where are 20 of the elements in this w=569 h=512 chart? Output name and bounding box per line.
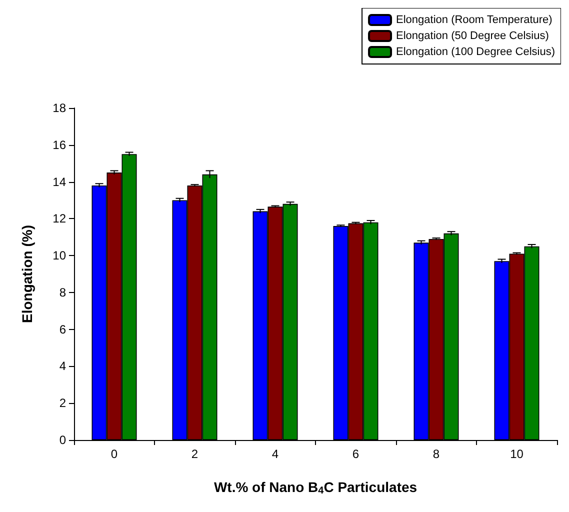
y-tick-label: 6 <box>59 322 66 336</box>
x-tick-label: 4 <box>272 447 279 461</box>
x-tick-label: 8 <box>432 447 440 461</box>
x-tick-label: 6 <box>352 447 360 461</box>
legend-label: Elongation (Room Temperature) <box>396 14 552 26</box>
x-tick-label: 2 <box>191 447 198 461</box>
legend-label: Elongation (100 Degree Celsius) <box>396 46 556 58</box>
y-tick-label: 4 <box>59 359 66 374</box>
y-tick-label: 2 <box>59 396 66 410</box>
y-tick-label: 0 <box>59 433 66 447</box>
y-tick-label: 10 <box>52 248 66 263</box>
y-tick-label: 18 <box>52 101 66 115</box>
y-axis-title: Elongation (%) <box>19 225 35 323</box>
y-tick-label: 8 <box>59 285 66 300</box>
x-tick-label: 10 <box>510 447 524 461</box>
y-tick-label: 16 <box>52 138 66 152</box>
legend-label: Elongation (50 Degree Celsius) <box>396 30 549 42</box>
y-tick-label: 12 <box>52 212 66 226</box>
y-tick-label: 14 <box>52 174 66 189</box>
x-tick-label: 0 <box>110 447 118 461</box>
